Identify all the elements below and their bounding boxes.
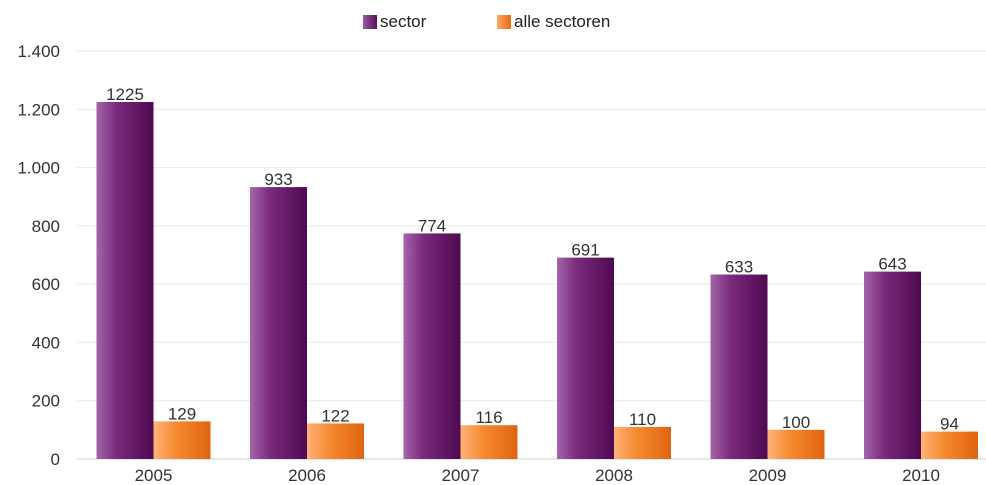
bar-alle-sectoren-2009 xyxy=(767,429,825,459)
legend-item-alle-sectoren: alle sectoren xyxy=(497,12,610,32)
x-tick-label-2007: 2007 xyxy=(442,466,480,485)
bar-sector-2007 xyxy=(403,233,461,459)
bar-alle-sectoren-2005 xyxy=(153,421,211,459)
y-tick-label: 400 xyxy=(32,333,60,352)
data-label-sector-2007: 774 xyxy=(418,216,446,235)
labels: 1225 129 2005 933 122 2006 774 116 2007 691 110 200… xyxy=(106,85,959,485)
bar-sector-2008 xyxy=(557,257,614,459)
legend-label-sector: sector xyxy=(380,12,427,31)
data-label-alle-sectoren-2007: 116 xyxy=(475,408,502,427)
data-label-alle-sectoren-2009: 100 xyxy=(782,413,810,432)
gridlines xyxy=(77,50,986,402)
x-tick-label-2006: 2006 xyxy=(288,466,326,485)
data-label-sector-2010: 643 xyxy=(878,255,906,274)
y-tick-label: 0 xyxy=(51,450,60,469)
data-label-sector-2005: 1225 xyxy=(106,85,144,104)
y-tick-label: 1.000 xyxy=(17,159,60,178)
bar-sector-2006 xyxy=(250,187,307,459)
data-label-sector-2009: 633 xyxy=(725,258,753,277)
data-label-sector-2006: 933 xyxy=(264,170,292,189)
bar-alle-sectoren-2007 xyxy=(460,425,518,459)
bar-alle-sectoren-2006 xyxy=(307,423,364,459)
bar-sector-2009 xyxy=(710,274,768,459)
legend-swatch-sector xyxy=(363,15,377,29)
x-tick-label-2009: 2009 xyxy=(749,466,787,485)
bar-sector-2005 xyxy=(96,102,154,459)
bar-sector-2010 xyxy=(864,271,921,459)
y-tick-label: 600 xyxy=(32,275,60,294)
data-label-sector-2008: 691 xyxy=(571,241,599,260)
x-tick-label-2005: 2005 xyxy=(135,466,173,485)
axes: 0 200 400 600 800 1.000 1.200 1.400 xyxy=(17,42,986,469)
legend-item-sector: sector xyxy=(363,12,426,32)
data-label-alle-sectoren-2008: 110 xyxy=(629,410,656,429)
y-tick-label: 200 xyxy=(32,392,60,411)
bars xyxy=(96,102,978,459)
legend-label-alle-sectoren: alle sectoren xyxy=(514,12,611,31)
data-label-alle-sectoren-2005: 129 xyxy=(168,404,196,423)
x-tick-label-2010: 2010 xyxy=(902,466,940,485)
y-tick-label: 1.200 xyxy=(17,100,60,119)
y-tick-label: 800 xyxy=(32,217,60,236)
data-label-alle-sectoren-2006: 122 xyxy=(321,406,349,425)
legend: sector alle sectoren xyxy=(0,12,986,34)
legend-swatch-alle-sectoren xyxy=(497,15,511,29)
x-tick-label-2008: 2008 xyxy=(595,466,633,485)
data-label-alle-sectoren-2010: 94 xyxy=(940,415,959,434)
y-tick-label: 1.400 xyxy=(17,42,60,61)
bar-alle-sectoren-2010 xyxy=(921,431,978,459)
bar-alle-sectoren-2008 xyxy=(614,426,671,459)
